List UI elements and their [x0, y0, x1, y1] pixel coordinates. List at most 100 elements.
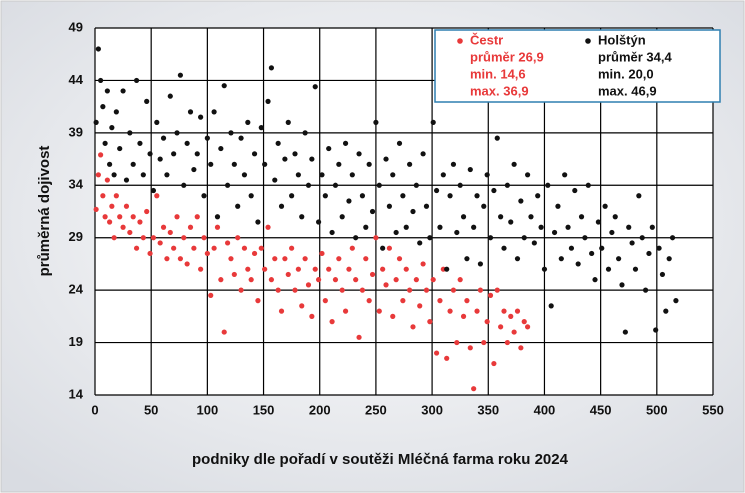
point	[133, 245, 140, 251]
point	[349, 172, 355, 178]
point	[164, 256, 170, 262]
point	[508, 219, 514, 225]
point	[481, 339, 487, 346]
point	[295, 266, 301, 272]
point	[639, 235, 645, 241]
point	[525, 172, 531, 178]
point	[319, 250, 325, 257]
point	[275, 287, 281, 293]
point	[568, 245, 575, 251]
point	[376, 308, 382, 314]
point	[117, 214, 123, 220]
point	[255, 298, 261, 304]
point	[282, 156, 288, 162]
point	[383, 156, 389, 162]
point	[160, 135, 167, 141]
point	[521, 235, 527, 241]
point	[383, 282, 389, 288]
point	[107, 219, 113, 225]
point	[231, 271, 237, 278]
point	[221, 83, 227, 89]
point	[289, 245, 295, 251]
point	[622, 329, 628, 335]
point	[599, 245, 605, 251]
point	[295, 172, 301, 178]
point	[231, 161, 237, 167]
point	[393, 277, 399, 283]
point	[582, 235, 588, 241]
point	[562, 172, 568, 178]
point	[400, 193, 406, 199]
point	[238, 135, 244, 141]
point	[167, 93, 173, 99]
points	[93, 46, 679, 392]
point	[366, 298, 372, 304]
point	[369, 208, 376, 215]
point	[491, 187, 497, 194]
legend: Čestr průměr 26,9 min. 14,6 max. 36,9 Holštý…	[457, 32, 672, 98]
y-tick-label: 14	[69, 386, 84, 401]
point	[642, 287, 649, 293]
point	[258, 245, 264, 251]
point	[380, 266, 386, 272]
point	[104, 177, 110, 183]
point	[585, 182, 591, 188]
point	[501, 245, 507, 251]
point	[632, 266, 639, 272]
point	[491, 360, 497, 367]
legend-stat: min. 20,0	[598, 66, 654, 81]
x-tick-label: 300	[421, 402, 443, 417]
point	[120, 224, 126, 230]
point	[595, 219, 601, 225]
point	[460, 313, 467, 319]
point	[299, 303, 305, 309]
point	[113, 109, 119, 115]
point	[349, 245, 355, 251]
point	[673, 298, 679, 304]
point	[218, 145, 224, 152]
point	[137, 140, 143, 146]
point	[93, 119, 99, 125]
point	[572, 187, 578, 194]
point	[444, 266, 450, 272]
point	[494, 135, 500, 141]
legend-stat: max. 46,9	[598, 83, 657, 98]
point	[309, 156, 315, 162]
point	[467, 166, 473, 173]
point	[198, 114, 204, 120]
point	[123, 203, 130, 209]
point	[619, 282, 625, 288]
point	[201, 235, 207, 241]
point	[589, 250, 595, 257]
point	[346, 266, 352, 272]
point	[440, 172, 446, 178]
point	[332, 182, 339, 188]
point	[484, 172, 490, 178]
point	[525, 324, 531, 330]
point	[157, 240, 163, 246]
point	[245, 119, 251, 125]
point	[187, 109, 194, 115]
y-tick-label: 19	[69, 334, 83, 349]
point	[373, 119, 379, 125]
point	[555, 203, 561, 209]
x-tick-label: 200	[309, 402, 331, 417]
point	[464, 298, 470, 304]
point	[636, 193, 642, 199]
point	[140, 235, 146, 241]
point	[102, 214, 108, 220]
point	[407, 287, 413, 293]
point	[467, 345, 473, 351]
point	[292, 287, 298, 293]
point	[278, 203, 285, 209]
point	[373, 235, 379, 241]
point	[498, 214, 504, 220]
point	[312, 266, 318, 272]
legend-box	[434, 29, 721, 103]
point	[464, 256, 470, 262]
point	[204, 135, 210, 141]
point	[535, 193, 541, 199]
point	[127, 130, 133, 136]
point	[167, 229, 173, 236]
